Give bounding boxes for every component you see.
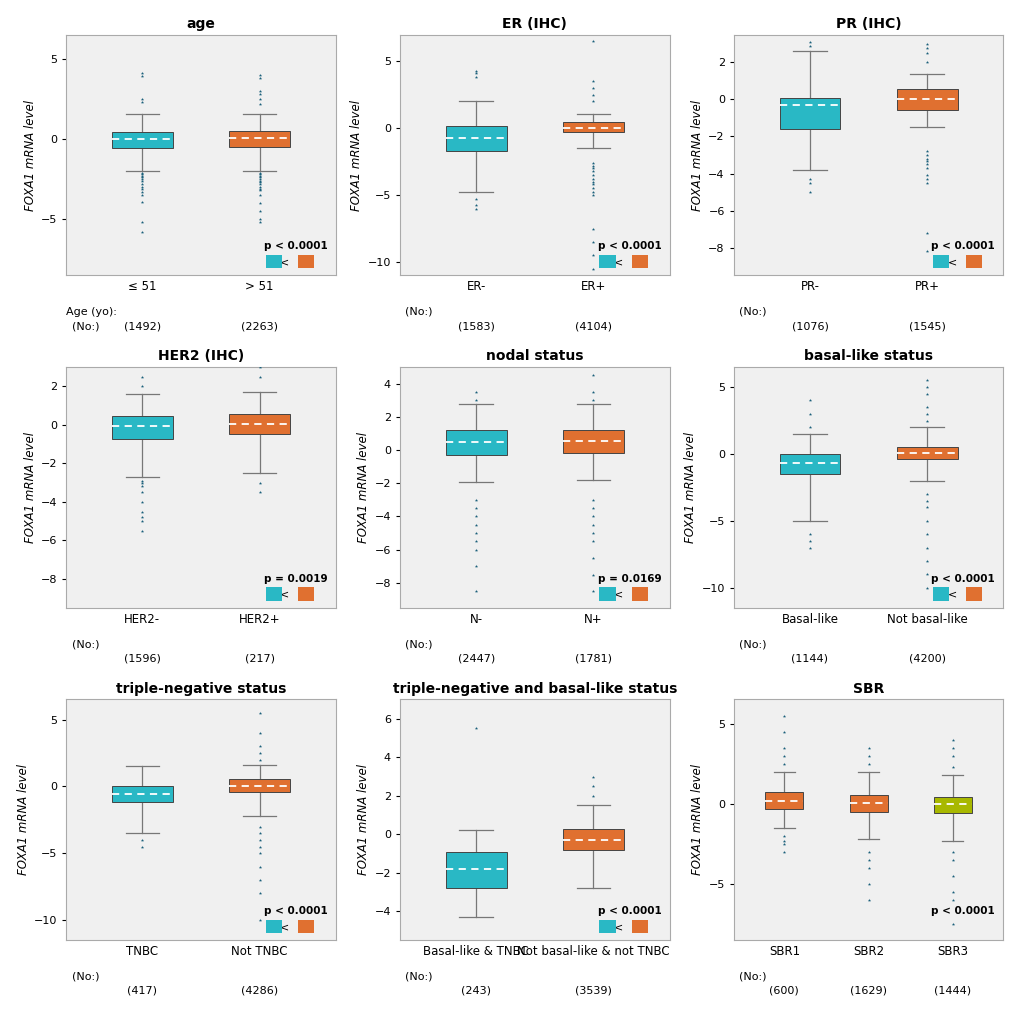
- Bar: [298, 920, 314, 933]
- Text: (1076): (1076): [791, 321, 827, 331]
- Text: (No:): (No:): [405, 639, 432, 649]
- Title: triple-negative and basal-like status: triple-negative and basal-like status: [392, 682, 677, 696]
- Text: p < 0.0001: p < 0.0001: [264, 241, 327, 251]
- Text: (1144): (1144): [791, 654, 827, 663]
- Text: (No:): (No:): [405, 307, 432, 317]
- Text: (No:): (No:): [739, 307, 766, 317]
- Bar: [112, 132, 172, 148]
- Text: (4286): (4286): [240, 986, 278, 996]
- Title: SBR: SBR: [852, 682, 883, 696]
- Text: p < 0.0001: p < 0.0001: [930, 907, 995, 916]
- Bar: [965, 588, 981, 601]
- Text: <: <: [947, 590, 956, 600]
- Y-axis label: FOXA1 mRNA level: FOXA1 mRNA level: [16, 764, 30, 876]
- Y-axis label: FOXA1 mRNA level: FOXA1 mRNA level: [23, 432, 37, 543]
- Text: p = 0.0019: p = 0.0019: [264, 573, 327, 584]
- Text: <: <: [613, 590, 623, 600]
- Y-axis label: FOXA1 mRNA level: FOXA1 mRNA level: [684, 432, 697, 543]
- Text: (3539): (3539): [575, 986, 611, 996]
- Text: <: <: [613, 258, 623, 267]
- Text: <: <: [947, 258, 956, 267]
- Bar: [599, 588, 615, 601]
- Text: <: <: [613, 922, 623, 932]
- Text: (1545): (1545): [908, 321, 945, 331]
- Text: p = 0.0169: p = 0.0169: [597, 573, 660, 584]
- Title: HER2 (IHC): HER2 (IHC): [158, 350, 244, 363]
- Text: (No:): (No:): [739, 639, 766, 649]
- Text: (No:): (No:): [71, 321, 99, 331]
- Text: (2263): (2263): [240, 321, 278, 331]
- Text: (4200): (4200): [908, 654, 945, 663]
- Y-axis label: FOXA1 mRNA level: FOXA1 mRNA level: [691, 99, 703, 211]
- Y-axis label: FOXA1 mRNA level: FOXA1 mRNA level: [357, 432, 370, 543]
- Bar: [932, 588, 949, 601]
- Bar: [965, 254, 981, 268]
- Text: p < 0.0001: p < 0.0001: [597, 241, 660, 251]
- Title: age: age: [186, 16, 215, 31]
- Text: <: <: [279, 258, 288, 267]
- Bar: [265, 254, 281, 268]
- Text: (1444): (1444): [933, 986, 970, 996]
- Title: nodal status: nodal status: [486, 350, 583, 363]
- Y-axis label: FOXA1 mRNA level: FOXA1 mRNA level: [23, 99, 37, 211]
- Bar: [896, 447, 957, 459]
- Text: p < 0.0001: p < 0.0001: [930, 573, 995, 584]
- Bar: [445, 127, 506, 151]
- Bar: [265, 588, 281, 601]
- Text: (1583): (1583): [458, 321, 494, 331]
- Text: (No:): (No:): [405, 972, 432, 981]
- Text: (No:): (No:): [71, 972, 99, 981]
- Text: (4104): (4104): [575, 321, 611, 331]
- Y-axis label: FOXA1 mRNA level: FOXA1 mRNA level: [351, 99, 363, 211]
- Title: triple-negative status: triple-negative status: [116, 682, 286, 696]
- Bar: [599, 920, 615, 933]
- Bar: [229, 414, 289, 434]
- Text: (217): (217): [245, 654, 274, 663]
- Text: Age (yo):: Age (yo):: [66, 307, 117, 317]
- Text: (1596): (1596): [124, 654, 161, 663]
- Bar: [229, 131, 289, 147]
- Bar: [779, 454, 840, 474]
- Bar: [764, 792, 803, 808]
- Bar: [298, 588, 314, 601]
- Text: (1781): (1781): [575, 654, 611, 663]
- Text: <: <: [279, 922, 288, 932]
- Bar: [562, 829, 624, 849]
- Text: (No:): (No:): [71, 639, 99, 649]
- Bar: [631, 254, 647, 268]
- Text: p < 0.0001: p < 0.0001: [930, 241, 995, 251]
- Title: ER (IHC): ER (IHC): [501, 16, 567, 31]
- Bar: [112, 416, 172, 439]
- Bar: [298, 254, 314, 268]
- Title: PR (IHC): PR (IHC): [835, 16, 901, 31]
- Bar: [112, 786, 172, 802]
- Bar: [229, 779, 289, 792]
- Text: <: <: [279, 590, 288, 600]
- Y-axis label: FOXA1 mRNA level: FOXA1 mRNA level: [691, 764, 703, 876]
- Bar: [562, 430, 624, 454]
- Text: (2447): (2447): [458, 654, 494, 663]
- Text: (1629): (1629): [849, 986, 887, 996]
- Bar: [933, 796, 971, 812]
- Text: p < 0.0001: p < 0.0001: [597, 907, 660, 916]
- Bar: [599, 254, 615, 268]
- Text: (1492): (1492): [123, 321, 161, 331]
- Bar: [562, 122, 624, 132]
- Text: p < 0.0001: p < 0.0001: [264, 907, 327, 916]
- Text: (243): (243): [461, 986, 491, 996]
- Bar: [896, 89, 957, 109]
- Bar: [779, 97, 840, 129]
- Y-axis label: FOXA1 mRNA level: FOXA1 mRNA level: [357, 764, 370, 876]
- Bar: [445, 430, 506, 455]
- Bar: [631, 588, 647, 601]
- Bar: [265, 920, 281, 933]
- Text: (600): (600): [768, 986, 799, 996]
- Bar: [849, 795, 887, 811]
- Text: (417): (417): [127, 986, 157, 996]
- Text: (No:): (No:): [739, 972, 766, 981]
- Bar: [445, 851, 506, 888]
- Bar: [932, 254, 949, 268]
- Bar: [631, 920, 647, 933]
- Title: basal-like status: basal-like status: [803, 350, 932, 363]
